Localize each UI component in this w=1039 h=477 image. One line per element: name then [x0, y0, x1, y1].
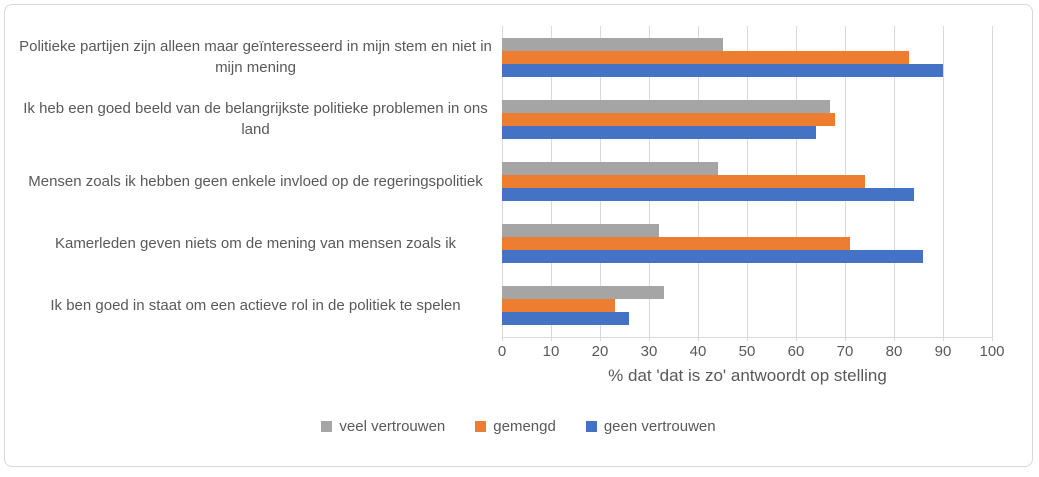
tickmark-30 — [649, 337, 650, 341]
category-label: Politieke partijen zijn alleen maar geïn… — [19, 38, 492, 77]
x-tick-label-70: 70 — [836, 343, 854, 360]
category-row: Kamerleden geven niets om de mening van … — [5, 213, 1032, 275]
tickmark-100 — [992, 337, 993, 341]
legend-item-veel-vertrouwen: veel vertrouwen — [321, 418, 445, 435]
bar-veel-vertrouwen — [502, 286, 664, 300]
tickmark-10 — [551, 337, 552, 341]
x-tick-label-60: 60 — [787, 343, 805, 360]
legend-swatch-icon — [585, 421, 597, 432]
bar-group — [502, 150, 992, 212]
tickmark-90 — [943, 337, 944, 341]
chart-figure: Politieke partijen zijn alleen maar geïn… — [4, 4, 1033, 467]
bar-group — [502, 88, 992, 150]
category-rows: Politieke partijen zijn alleen maar geïn… — [5, 26, 1032, 337]
legend-swatch-icon — [475, 421, 487, 432]
bar-group — [502, 26, 992, 88]
bar-group — [502, 213, 992, 275]
tickmark-60 — [796, 337, 797, 341]
tickmark-0 — [502, 337, 503, 341]
category-row: Ik ben goed in staat om een actieve rol … — [5, 275, 1032, 337]
x-tick-label-90: 90 — [934, 343, 952, 360]
bar-geen-vertrouwen — [502, 187, 914, 201]
x-tick-label-0: 0 — [497, 343, 507, 360]
tickmark-20 — [600, 337, 601, 341]
bar-veel-vertrouwen — [502, 224, 659, 238]
category-label: Ik heb een goed beeld van de belangrijks… — [23, 100, 488, 139]
category-label: Ik ben goed in staat om een actieve rol … — [50, 297, 461, 315]
bar-gemengd — [502, 237, 850, 251]
tickmark-70 — [845, 337, 846, 341]
category-row: Mensen zoals ik hebben geen enkele invlo… — [5, 150, 1032, 212]
legend-label: veel vertrouwen — [339, 418, 446, 435]
x-tick-label-80: 80 — [885, 343, 903, 360]
bar-geen-vertrouwen — [502, 312, 630, 326]
gridline-80 — [894, 26, 895, 337]
x-tick-label-20: 20 — [591, 343, 609, 360]
x-tick-label-40: 40 — [689, 343, 707, 360]
bar-veel-vertrouwen — [502, 161, 718, 175]
x-tick-label-50: 50 — [738, 343, 756, 360]
bar-veel-vertrouwen — [502, 37, 723, 51]
bar-geen-vertrouwen — [502, 125, 816, 139]
gridline-100 — [992, 26, 993, 337]
tickmark-40 — [698, 337, 699, 341]
bar-geen-vertrouwen — [502, 63, 943, 77]
legend-swatch-icon — [321, 421, 333, 432]
bar-veel-vertrouwen — [502, 99, 831, 113]
tickmark-50 — [747, 337, 748, 341]
legend-label: geen vertrouwen — [603, 418, 716, 435]
bar-geen-vertrouwen — [502, 250, 924, 264]
legend-label: gemengd — [493, 418, 556, 435]
bar-group — [502, 275, 992, 337]
category-row: Politieke partijen zijn alleen maar geïn… — [5, 26, 1032, 88]
x-tick-label-100: 100 — [979, 343, 1005, 360]
x-axis-title: % dat 'dat is zo' antwoordt op stelling — [608, 366, 887, 385]
x-axis-ticks: 0 10 20 30 40 50 60 70 80 90 100 — [498, 343, 1005, 361]
category-label: Kamerleden geven niets om de mening van … — [54, 235, 457, 253]
bar-gemengd — [502, 299, 615, 313]
bar-gemengd — [502, 174, 865, 188]
x-tick-label-30: 30 — [640, 343, 658, 360]
x-tick-label-10: 10 — [542, 343, 560, 360]
legend-item-geen-vertrouwen: geen vertrouwen — [585, 418, 716, 435]
tickmark-80 — [894, 337, 895, 341]
bar-gemengd — [502, 112, 836, 126]
bar-gemengd — [502, 50, 909, 64]
legend-item-gemengd: gemengd — [475, 418, 556, 435]
gridline-90 — [943, 26, 944, 337]
legend: veel vertrouwen gemengd geen vertrouwen — [5, 418, 1032, 435]
category-row: Ik heb een goed beeld van de belangrijks… — [5, 88, 1032, 150]
category-label: Mensen zoals ik hebben geen enkele invlo… — [28, 172, 483, 190]
